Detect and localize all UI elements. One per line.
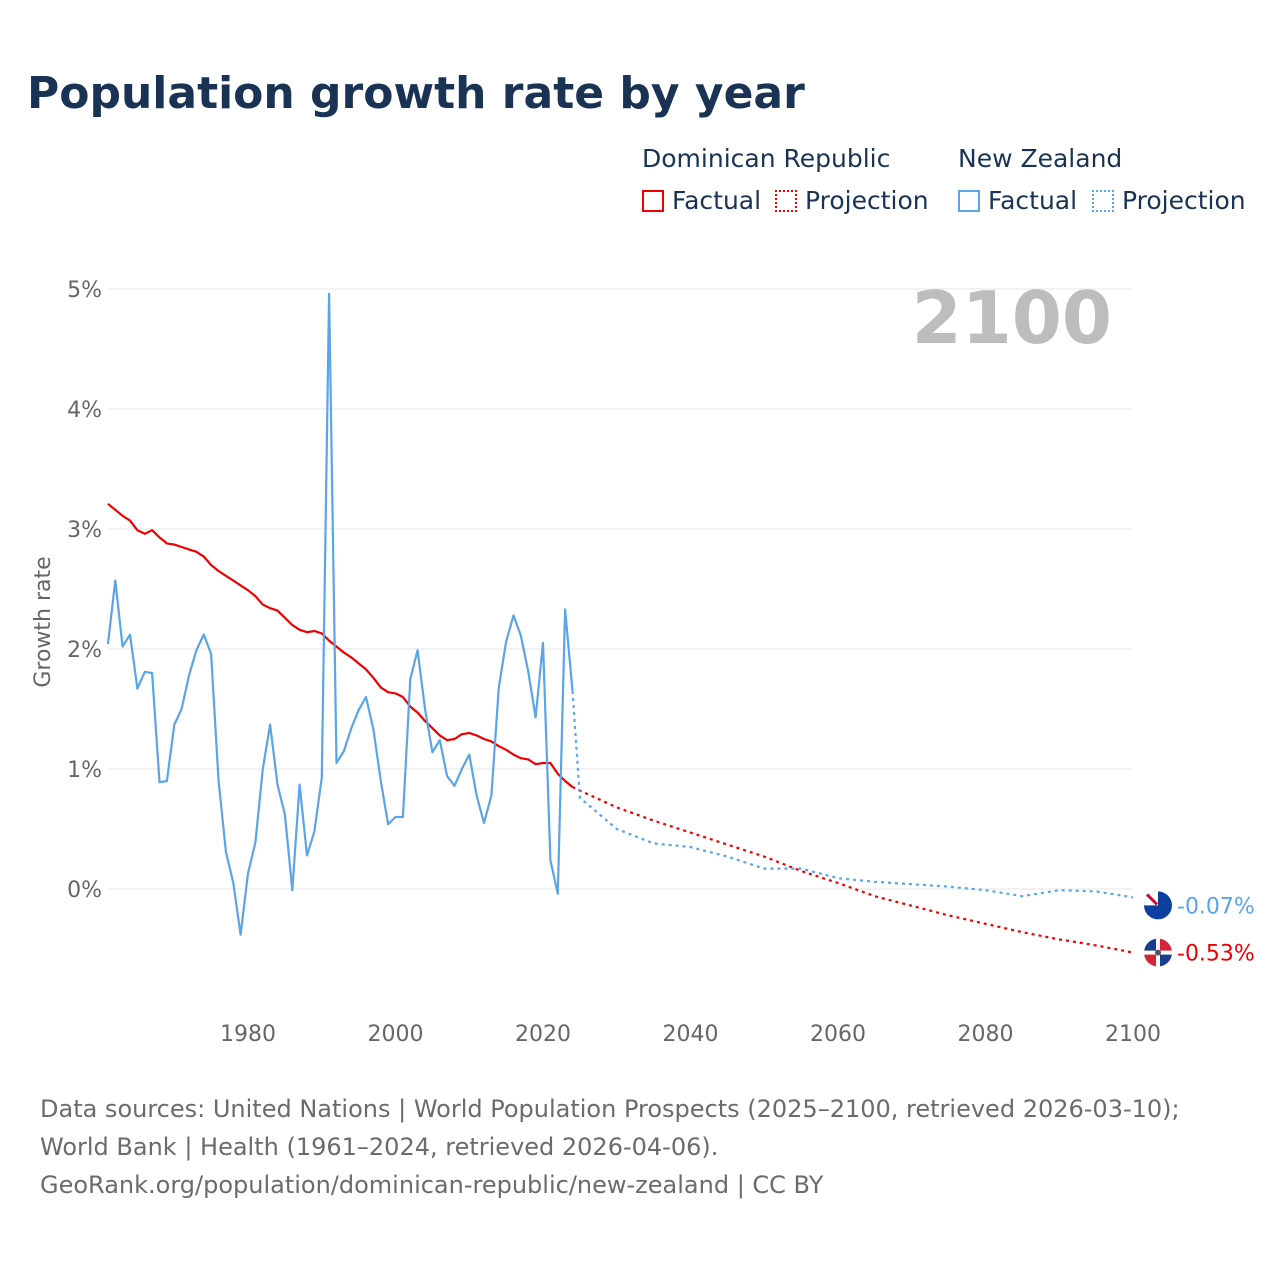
legend-swatch xyxy=(958,189,980,212)
legend-dr-projection[interactable]: Projection xyxy=(775,186,929,215)
legend-label: Projection xyxy=(805,186,929,215)
x-tick-label: 2100 xyxy=(1105,1022,1161,1047)
x-tick-label: 2020 xyxy=(515,1022,571,1047)
flag-part xyxy=(1145,893,1159,906)
legend-label: Factual xyxy=(988,186,1078,215)
flag-part xyxy=(1144,938,1158,953)
y-tick-label: 5% xyxy=(67,278,102,303)
legend-dr-factual[interactable]: Factual xyxy=(642,186,761,215)
flag-part xyxy=(1158,938,1172,953)
legend-nz-factual[interactable]: Factual xyxy=(958,186,1077,215)
flag-part xyxy=(1158,952,1172,967)
legend-swatch xyxy=(775,189,797,212)
x-tick-label: 2000 xyxy=(368,1022,424,1047)
x-tick-label: 2080 xyxy=(958,1022,1014,1047)
legend-label: Factual xyxy=(672,186,762,215)
source-line: Data sources: United Nations | World Pop… xyxy=(40,1095,1180,1161)
legend-group-dominican-republic: Dominican Republic xyxy=(642,144,891,173)
line-dominican-republic-projection xyxy=(572,786,1134,954)
source-note: Data sources: United Nations | World Pop… xyxy=(40,1090,1240,1204)
line-new-zealand-factual xyxy=(106,292,574,936)
source-url[interactable]: GeoRank.org/population/dominican-republi… xyxy=(40,1171,824,1199)
flag-part xyxy=(1144,952,1158,967)
line-dominican-republic-factual xyxy=(107,502,574,788)
y-axis-label: Growth rate xyxy=(31,556,56,687)
line-new-zealand-projection xyxy=(571,690,1134,899)
x-tick-label: 1980 xyxy=(220,1022,276,1047)
legend-swatch xyxy=(642,189,664,212)
year-watermark: 2100 xyxy=(912,276,1112,360)
y-tick-label: 0% xyxy=(67,878,102,903)
y-tick-label: 2% xyxy=(67,638,102,663)
y-tick-label: 3% xyxy=(67,518,102,543)
legend-nz-projection[interactable]: Projection xyxy=(1092,186,1246,215)
legend-group-new-zealand: New Zealand xyxy=(958,144,1123,173)
flag-part xyxy=(1155,949,1161,956)
y-tick-label: 4% xyxy=(67,398,102,423)
end-label-new-zealand: -0.07% xyxy=(1177,894,1255,919)
legend-swatch xyxy=(1092,189,1114,212)
x-tick-label: 2060 xyxy=(810,1022,866,1047)
y-tick-label: 1% xyxy=(67,758,102,783)
end-label-dominican-republic: -0.53% xyxy=(1177,942,1255,967)
legend-label: Projection xyxy=(1122,186,1246,215)
x-tick-label: 2040 xyxy=(663,1022,719,1047)
chart-title: Population growth rate by year xyxy=(27,68,805,119)
